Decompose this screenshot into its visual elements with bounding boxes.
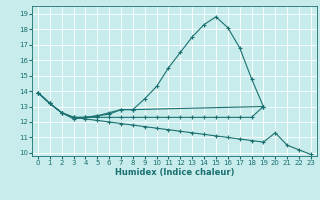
X-axis label: Humidex (Indice chaleur): Humidex (Indice chaleur) (115, 168, 234, 177)
